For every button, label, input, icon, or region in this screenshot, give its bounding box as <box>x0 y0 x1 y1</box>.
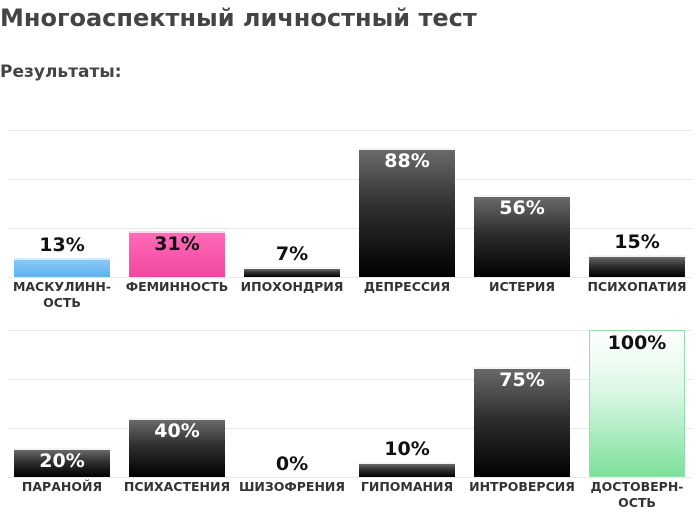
category-label: ГИПОМАНИЯ <box>360 479 454 494</box>
bar <box>359 462 455 477</box>
grid-line <box>8 179 692 180</box>
bar <box>129 418 225 477</box>
grid-line <box>8 130 692 131</box>
bar-value-label: 20% <box>39 450 85 472</box>
bar-value-label: 13% <box>39 234 85 256</box>
category-label: ДЕПРЕССИЯ <box>363 279 451 294</box>
results-chart-row-1: 13% МАСКУЛИНН- ОСТЬ 31% ФЕМИННОСТЬ 7% ИПОХОНДР… <box>0 126 700 316</box>
bar <box>474 367 570 477</box>
bar-value-label: 100% <box>607 332 667 354</box>
bar-value-label: 75% <box>499 369 545 391</box>
bar-value-label: 15% <box>614 231 660 253</box>
grid-line <box>8 277 692 278</box>
grid-line <box>8 228 692 229</box>
grid-line <box>8 477 692 478</box>
results-chart-row-2: 20% ПАРАНОЙЯ 40% ПСИХАСТЕНИЯ 0% ШИЗОФРЕНИЯ 10%… <box>0 326 700 516</box>
bar <box>589 255 685 277</box>
results-heading: Результаты: <box>0 62 122 82</box>
category-label: ИПОХОНДРИЯ <box>240 279 344 294</box>
category-label: ПСИХАСТЕНИЯ <box>123 479 231 494</box>
category-label: ИНТРОВЕРСИЯ <box>469 479 575 494</box>
bar-value-label: 56% <box>499 197 545 219</box>
bar <box>14 258 110 277</box>
category-label: ПСИХОПАТИЯ <box>587 279 687 294</box>
grid-line <box>8 428 692 429</box>
bar <box>359 148 455 277</box>
grid-line <box>8 379 692 380</box>
bar-value-label: 0% <box>275 453 309 475</box>
bar <box>129 231 225 277</box>
category-label: ДОСТОВЕРН- ОСТЬ <box>590 479 684 510</box>
bar-value-label: 31% <box>154 233 200 255</box>
page-title: Многоаспектный личностный тест <box>0 4 477 32</box>
bar-value-label: 10% <box>384 438 430 460</box>
bar <box>474 195 570 277</box>
bar-value-label: 88% <box>384 150 430 172</box>
category-label: ИСТЕРИЯ <box>489 279 555 294</box>
category-label: ШИЗОФРЕНИЯ <box>238 479 346 494</box>
bar <box>589 330 685 477</box>
category-label: ФЕМИННОСТЬ <box>125 279 229 294</box>
bar <box>244 267 340 277</box>
bar <box>14 448 110 477</box>
bar-value-label: 40% <box>154 420 200 442</box>
category-label: МАСКУЛИНН- ОСТЬ <box>12 279 112 310</box>
category-label: ПАРАНОЙЯ <box>21 479 103 494</box>
bar-value-label: 7% <box>275 243 309 265</box>
grid-line <box>8 330 692 331</box>
